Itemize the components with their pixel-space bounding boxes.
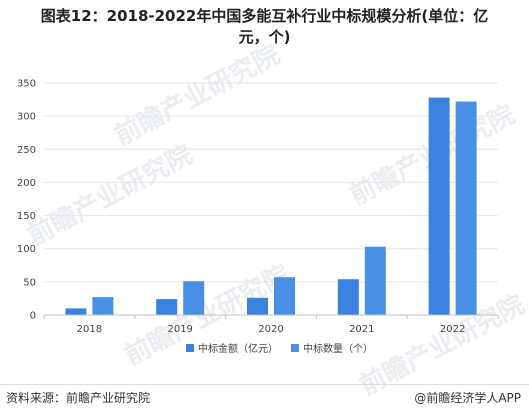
x-tick-label-2018: 2018 (77, 324, 102, 335)
bar-series-0-2018 (65, 308, 87, 315)
footer-source: 资料来源：前瞻产业研究院 (6, 391, 151, 405)
y-tick-label-300: 300 (17, 112, 36, 123)
y-tick-label-150: 150 (17, 211, 36, 222)
bars (65, 97, 477, 315)
bar-series-1-2018 (92, 297, 114, 315)
y-tick-label-0: 0 (30, 311, 36, 322)
legend-label-1: 中标数量（个） (303, 342, 373, 355)
x-tick-label-2020: 2020 (258, 324, 283, 335)
x-tick-label-2022: 2022 (440, 324, 465, 335)
bar-chart: 0 50 100 150 200 250 300 350 2018 2019 2020 2021 202… (17, 79, 499, 355)
bar-series-0-2022 (428, 97, 450, 315)
bar-series-1-2022 (455, 101, 477, 315)
x-tick-label-2021: 2021 (349, 324, 374, 335)
y-tick-label-50: 50 (23, 277, 36, 288)
y-tick-label-200: 200 (17, 178, 36, 189)
bar-series-0-2019 (156, 299, 178, 315)
bar-series-0-2021 (337, 279, 359, 315)
bar-series-1-2019 (183, 281, 205, 315)
y-tick-label-350: 350 (17, 79, 36, 90)
chart-title: 图表12：2018-2022年中国多能互补行业中标规模分析(单位：亿 元，个) (0, 6, 529, 48)
bar-series-0-2020 (247, 297, 268, 315)
y-tick-label-250: 250 (17, 145, 36, 156)
legend-swatch-0 (186, 344, 194, 352)
legend-swatch-1 (291, 344, 299, 352)
legend-label-0: 中标金额（亿元） (198, 342, 278, 355)
axes: 0 50 100 150 200 250 300 350 2018 2019 2020 2021 202… (17, 79, 499, 335)
chart-title-line-1: 图表12：2018-2022年中国多能互补行业中标规模分析(单位：亿 (40, 7, 489, 25)
chart-title-line-2: 元，个) (238, 28, 291, 46)
footer: 资料来源：前瞻产业研究院 @前瞻经济学人APP (0, 384, 529, 414)
footer-brand: @前瞻经济学人APP (414, 391, 521, 405)
y-tick-label-100: 100 (17, 244, 36, 255)
bar-series-1-2021 (364, 246, 386, 315)
bar-series-1-2020 (274, 277, 295, 315)
x-tick-label-2019: 2019 (167, 324, 192, 335)
legend: 中标金额（亿元） 中标数量（个） (186, 342, 373, 355)
grid-lines (44, 82, 498, 283)
